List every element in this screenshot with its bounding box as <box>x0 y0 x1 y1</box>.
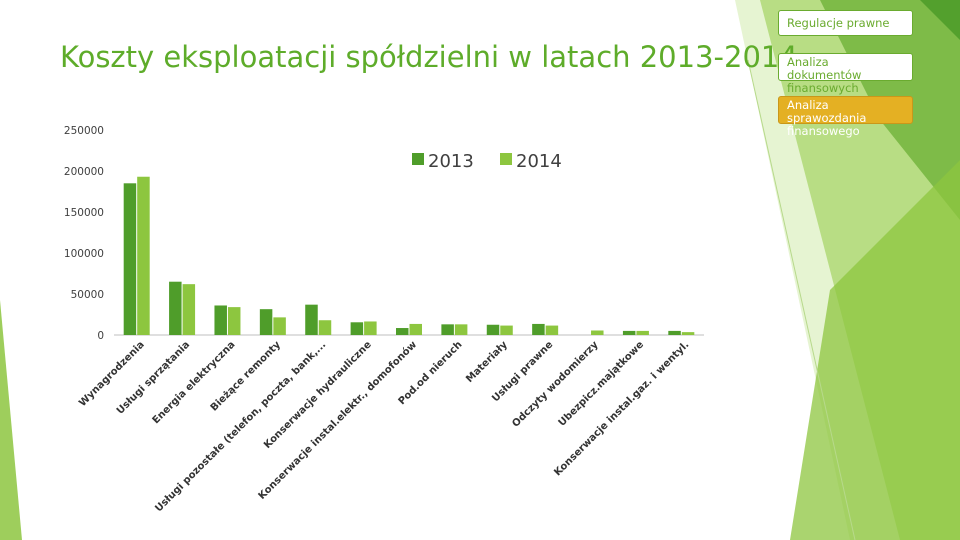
legend-swatch-2014 <box>500 153 512 165</box>
bar-2014 <box>591 330 604 335</box>
y-tick-label: 0 <box>97 330 104 342</box>
bar-2013 <box>305 304 318 335</box>
bar-2014 <box>545 325 559 335</box>
bar-2014 <box>636 330 649 335</box>
bar-2013 <box>486 324 500 335</box>
bar-2013 <box>259 309 273 335</box>
x-tick-label: Usługi pozostałe (telefon, poczta, bank,… <box>153 339 328 514</box>
bar-2013 <box>622 330 636 335</box>
x-tick-label: Konserwacje instal.elektr., domofonów <box>256 339 419 502</box>
bar-2014 <box>500 325 513 335</box>
legend-swatch-2013 <box>412 153 424 165</box>
bar-2013 <box>169 281 182 335</box>
bar-2014 <box>364 321 377 335</box>
legend-label-2014: 2014 <box>516 151 562 172</box>
bar-2014 <box>681 332 695 335</box>
x-tick-label: Odczyty wodomierzy <box>510 339 601 430</box>
y-tick-label: 50000 <box>71 289 104 301</box>
bar-2013 <box>396 328 409 335</box>
bar-2013 <box>441 324 454 335</box>
y-tick-label: 100000 <box>64 248 104 260</box>
bar-2013 <box>350 322 364 335</box>
nav-button-regulacje[interactable]: Regulacje prawne <box>778 10 913 36</box>
y-tick-label: 200000 <box>64 166 104 178</box>
y-tick-label: 150000 <box>64 207 104 219</box>
bar-2014 <box>137 176 150 335</box>
bg-decoration-left-strip <box>0 300 22 540</box>
legend-label-2013: 2013 <box>428 151 474 172</box>
bar-2013 <box>668 330 681 335</box>
bar-2013 <box>532 323 545 335</box>
bg-decoration-line <box>747 59 856 540</box>
x-tick-label: Energia elektryczna <box>151 339 238 426</box>
y-tick-label: 250000 <box>64 125 104 137</box>
page-title: Koszty eksploatacji spółdzielni w latach… <box>60 40 798 74</box>
bar-2014 <box>182 284 196 335</box>
bar-2014 <box>409 323 422 335</box>
bar-2014 <box>318 320 332 335</box>
bar-2013 <box>214 305 227 335</box>
bar-2013 <box>123 183 137 335</box>
x-tick-label: Ubezpicz.majątkowe <box>557 339 647 429</box>
nav-button-sprawozdanie[interactable]: Analiza sprawozdania finansowego <box>778 96 913 138</box>
bar-2014 <box>227 307 241 335</box>
nav-button-dokumenty[interactable]: Analiza dokumentów finansowych <box>778 53 913 95</box>
bg-decoration-right-bottom <box>790 160 960 540</box>
x-tick-label: Materiały <box>464 339 510 385</box>
bg-decoration-right-accent <box>920 0 960 40</box>
bar-2014 <box>454 324 468 335</box>
bar-2014 <box>273 317 286 335</box>
